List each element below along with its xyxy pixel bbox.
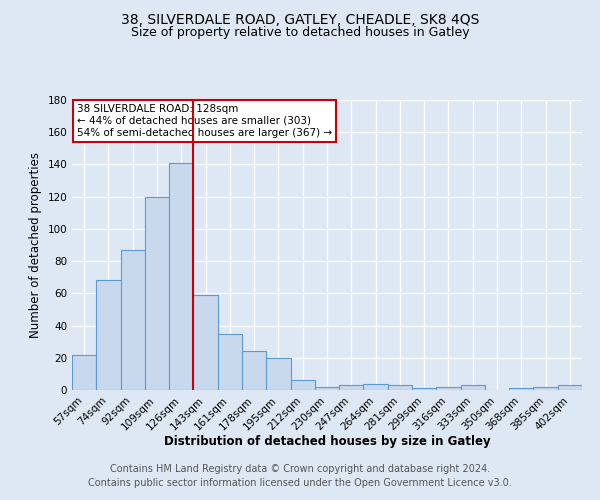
Bar: [242, 352, 266, 390]
Bar: [388, 385, 412, 390]
Text: Distribution of detached houses by size in Gatley: Distribution of detached houses by size …: [164, 435, 490, 448]
Text: 38, SILVERDALE ROAD, GATLEY, CHEADLE, SK8 4QS: 38, SILVERDALE ROAD, GATLEY, CHEADLE, SK…: [121, 12, 479, 26]
Bar: [266, 358, 290, 390]
Bar: [533, 387, 558, 390]
Bar: [339, 385, 364, 390]
Bar: [169, 163, 193, 390]
Bar: [121, 250, 145, 390]
Bar: [461, 385, 485, 390]
Bar: [96, 280, 121, 390]
Bar: [145, 196, 169, 390]
Bar: [290, 380, 315, 390]
Text: 38 SILVERDALE ROAD: 128sqm
← 44% of detached houses are smaller (303)
54% of sem: 38 SILVERDALE ROAD: 128sqm ← 44% of deta…: [77, 104, 332, 138]
Text: Contains HM Land Registry data © Crown copyright and database right 2024.
Contai: Contains HM Land Registry data © Crown c…: [88, 464, 512, 487]
Y-axis label: Number of detached properties: Number of detached properties: [29, 152, 42, 338]
Bar: [218, 334, 242, 390]
Bar: [72, 354, 96, 390]
Bar: [364, 384, 388, 390]
Bar: [436, 387, 461, 390]
Bar: [315, 387, 339, 390]
Bar: [412, 388, 436, 390]
Bar: [558, 385, 582, 390]
Text: Size of property relative to detached houses in Gatley: Size of property relative to detached ho…: [131, 26, 469, 39]
Bar: [509, 388, 533, 390]
Bar: [193, 295, 218, 390]
